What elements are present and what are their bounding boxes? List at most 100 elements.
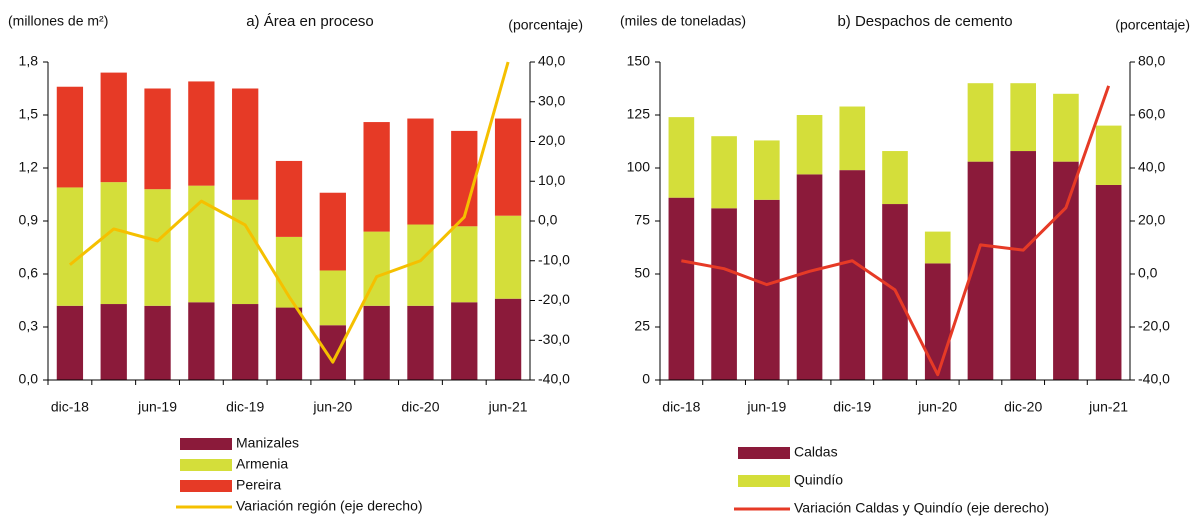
legend-swatch — [738, 475, 790, 487]
x-tick-label: jun-19 — [137, 399, 177, 415]
bar — [494, 298, 522, 380]
bar — [56, 187, 84, 306]
y2-tick-label: 20,0 — [538, 132, 565, 148]
y-tick-label: 0,3 — [19, 318, 39, 334]
bar — [839, 170, 866, 380]
legend-label: Armenia — [236, 456, 288, 472]
y-tick-label: 0,6 — [19, 265, 39, 281]
y2-tick-label: 40,0 — [1138, 159, 1165, 175]
bar — [882, 151, 908, 205]
y2-tick-label: 40,0 — [538, 53, 565, 69]
bar — [754, 140, 780, 200]
y2-tick-label: -40,0 — [1138, 371, 1170, 387]
legend-label: Quindío — [794, 472, 843, 488]
bar — [711, 136, 737, 209]
y2-tick-label: 30,0 — [538, 92, 565, 108]
y2-tick-label: -20,0 — [1138, 318, 1170, 334]
x-tick-label: jun-21 — [488, 399, 528, 415]
y-tick-label: 1,5 — [19, 106, 39, 122]
bar — [319, 270, 346, 326]
y2-tick-label: -20,0 — [538, 291, 570, 307]
x-tick-label: dic-20 — [1004, 399, 1042, 415]
bar — [494, 118, 522, 216]
chart-title: b) Despachos de cemento — [837, 13, 1012, 30]
y-tick-label: 0 — [642, 371, 650, 387]
x-tick-label: jun-21 — [1088, 399, 1128, 415]
bar — [924, 231, 951, 264]
bar — [711, 208, 737, 380]
bar — [144, 305, 171, 380]
legend-swatch — [180, 459, 232, 471]
bar — [1095, 125, 1122, 185]
y-tick-label: 125 — [627, 106, 651, 122]
bar — [924, 263, 951, 380]
x-tick-label: jun-19 — [746, 399, 786, 415]
bar — [754, 199, 780, 380]
bar — [363, 305, 390, 380]
x-tick-label: dic-19 — [226, 399, 264, 415]
x-tick-label: dic-20 — [401, 399, 439, 415]
bar — [232, 304, 259, 380]
bar — [188, 81, 215, 186]
bar — [363, 122, 390, 232]
bar — [56, 86, 84, 188]
y2-tick-label: 80,0 — [1138, 53, 1165, 69]
bar — [100, 182, 127, 305]
bar — [451, 302, 478, 380]
y2-axis-label: (porcentaje) — [1115, 17, 1190, 33]
legend-label: Variación región (eje derecho) — [236, 498, 423, 514]
bar — [668, 117, 695, 198]
bar — [668, 197, 695, 380]
y-tick-label: 75 — [634, 212, 650, 228]
x-tick-label: jun-20 — [917, 399, 957, 415]
y2-axis-label: (porcentaje) — [508, 17, 583, 33]
bar — [188, 302, 215, 380]
bar — [407, 118, 434, 225]
y-tick-label: 1,8 — [19, 53, 39, 69]
bar — [796, 115, 823, 175]
y2-tick-label: -10,0 — [538, 251, 570, 267]
legend-label: Pereira — [236, 477, 281, 493]
bar — [100, 304, 127, 380]
y2-tick-label: 60,0 — [1138, 106, 1165, 122]
bar — [407, 305, 434, 380]
line — [68, 61, 510, 364]
line — [681, 85, 1111, 377]
x-tick-label: dic-18 — [662, 399, 700, 415]
bar — [839, 106, 866, 171]
chart-title: a) Área en proceso — [246, 13, 374, 30]
bar — [232, 88, 259, 200]
bar — [144, 88, 171, 190]
y-tick-label: 150 — [627, 53, 651, 69]
bar — [319, 325, 346, 380]
y-axis-label: (miles de toneladas) — [620, 13, 746, 29]
bar — [188, 185, 215, 303]
bar — [451, 130, 478, 227]
bar — [451, 226, 478, 303]
bar — [967, 83, 994, 162]
legend-label: Variación Caldas y Quindío (eje derecho) — [794, 500, 1049, 516]
y2-tick-label: 10,0 — [538, 172, 565, 188]
bar — [56, 305, 84, 380]
bar — [1010, 83, 1036, 152]
y-tick-label: 50 — [634, 265, 650, 281]
y2-tick-label: -30,0 — [538, 331, 570, 347]
bar — [1053, 161, 1079, 380]
legend-label: Manizales — [236, 435, 299, 451]
bar — [1095, 184, 1122, 380]
bar — [319, 192, 346, 271]
bar — [494, 215, 522, 299]
y-tick-label: 0,9 — [19, 212, 39, 228]
bar — [144, 189, 171, 306]
y2-tick-label: -40,0 — [538, 371, 570, 387]
y2-tick-label: 20,0 — [1138, 212, 1165, 228]
y-tick-label: 100 — [627, 159, 651, 175]
bar — [1053, 93, 1079, 162]
bar — [275, 307, 303, 380]
bar — [100, 72, 127, 183]
y-axis-label: (millones de m²) — [8, 13, 108, 29]
legend-swatch — [180, 480, 232, 492]
y2-tick-label: 0,0 — [538, 212, 558, 228]
y2-tick-label: 0,0 — [1138, 265, 1158, 281]
